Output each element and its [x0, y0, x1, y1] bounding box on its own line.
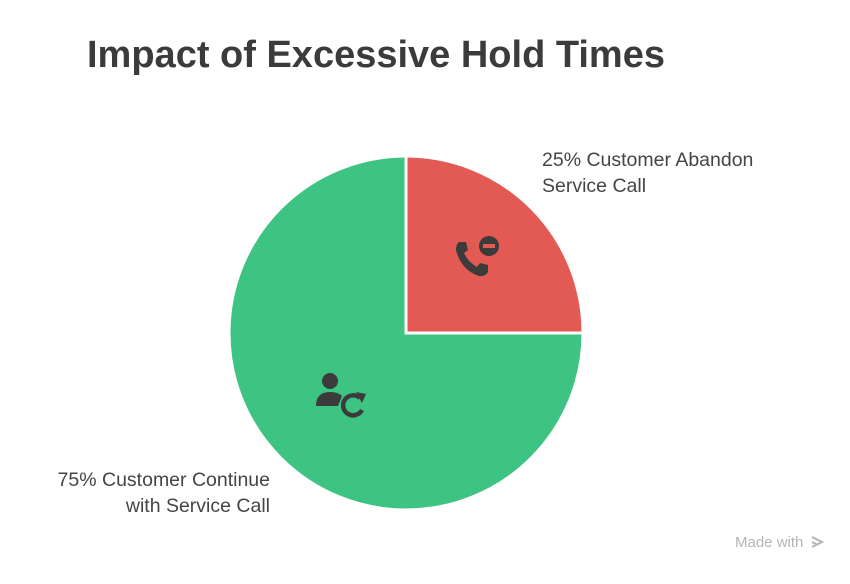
slice-label: 75% Customer Continue with Service Call [30, 467, 270, 519]
watermark-text: Made with [735, 534, 804, 551]
refresh-arrow [340, 393, 364, 418]
chart-title: Impact of Excessive Hold Times [87, 34, 665, 76]
pie-slice [227, 154, 585, 512]
category-label: Customer Abandon Service Call [542, 149, 754, 197]
user-head [322, 373, 338, 389]
phone-icon [456, 236, 499, 277]
phone-shape [456, 242, 488, 277]
user-body [316, 392, 342, 406]
category-label: Customer Continue with Service Call [102, 469, 270, 517]
slice-label: 25% Customer Abandon Service Call [542, 147, 794, 199]
refresh-head [356, 392, 366, 403]
watermark-logo [811, 536, 824, 548]
watermark: Made with [735, 533, 824, 551]
value-label: 75% [57, 469, 97, 491]
user-icon [316, 373, 366, 418]
minus-bar [483, 244, 495, 248]
value-label: 25% [542, 149, 582, 171]
